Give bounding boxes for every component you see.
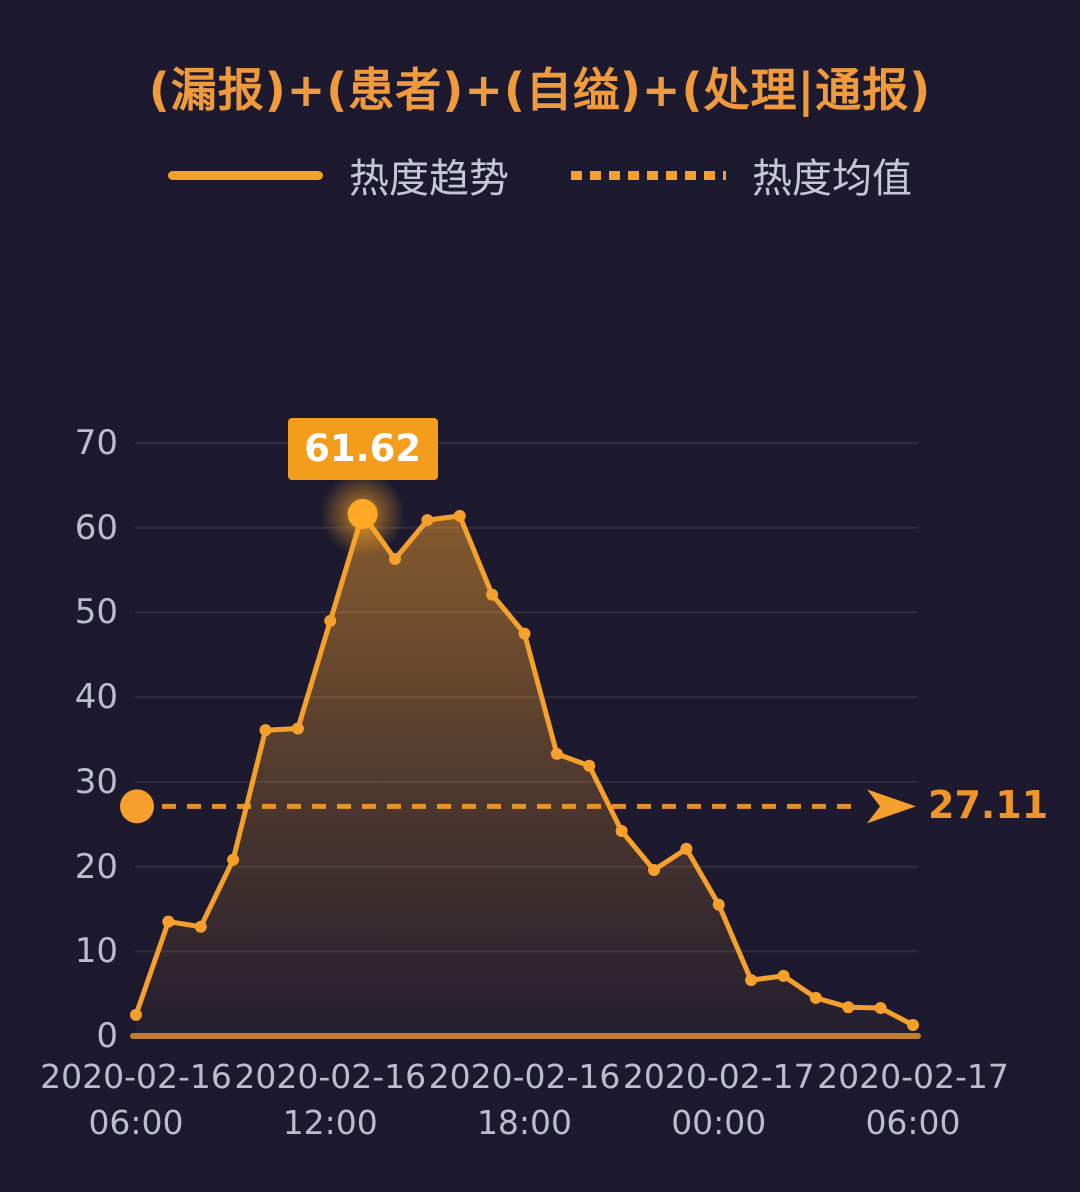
mean-dashed-line-swatch-icon [571,170,726,180]
x-tick-time: 06:00 [88,1103,184,1142]
x-tick-time: 18:00 [476,1103,573,1142]
data-point-marker[interactable] [518,627,531,640]
legend-label-mean: 热度均值 [752,156,912,202]
data-point-marker[interactable] [712,898,725,911]
x-tick-time: 00:00 [671,1103,767,1142]
data-point-marker[interactable] [680,842,693,855]
x-tick-label: 2020-02-17 00:00 [599,1054,839,1146]
legend-item-trend[interactable]: 热度趋势 [168,146,509,204]
x-tick-date: 2020-02-16 [40,1057,232,1096]
x-tick-date: 2020-02-17 [817,1057,1009,1096]
data-point-marker[interactable] [745,974,758,987]
peak-marker[interactable] [320,471,405,556]
data-point-marker[interactable] [421,514,434,527]
data-point-marker[interactable] [194,920,207,933]
y-tick-label: 30 [74,761,118,802]
data-point-marker[interactable] [777,969,790,982]
data-point-marker[interactable] [550,747,563,760]
data-point-marker[interactable] [842,1001,855,1014]
x-tick-date: 2020-02-17 [622,1057,815,1096]
y-tick-label: 20 [74,846,118,887]
x-tick-label: 2020-02-17 06:00 [793,1054,1033,1146]
data-point-marker[interactable] [583,759,596,772]
y-tick-label: 10 [74,931,118,972]
y-tick-label: 0 [96,1016,118,1056]
mean-start-dot-icon [120,789,154,824]
x-tick-label: 2020-02-16 06:00 [16,1054,256,1146]
data-point-marker[interactable] [648,863,660,876]
x-tick-date: 2020-02-16 [234,1057,427,1096]
y-tick-label: 60 [74,507,118,548]
data-point-marker[interactable] [453,509,466,522]
data-point-marker[interactable] [259,724,272,737]
data-point-markers [130,507,919,1031]
data-point-marker[interactable] [615,824,628,837]
data-point-marker[interactable] [907,1018,919,1031]
data-point-marker[interactable] [291,722,304,735]
data-point-marker[interactable] [162,915,175,928]
chart-title: (漏报)+(患者)+(自缢)+(处理|通报) [148,63,932,117]
legend-item-mean[interactable]: 热度均值 [571,146,912,204]
mean-value-label: 27.11 [928,783,1049,828]
mean-reference-line [120,789,916,824]
mean-arrow-icon [867,789,916,824]
legend: 热度趋势 热度均值 [0,146,1080,204]
x-tick-label: 2020-02-16 18:00 [405,1054,645,1146]
max-value-label: 61.62 [287,417,438,480]
data-point-marker[interactable] [809,991,822,1004]
y-tick-label: 40 [74,677,118,718]
y-tick-label: 50 [74,592,118,633]
y-tick-label: 70 [74,423,118,463]
data-point-marker[interactable] [130,1008,142,1021]
x-tick-date: 2020-02-16 [428,1057,621,1096]
trend-solid-line-swatch-icon [168,170,323,180]
data-point-marker[interactable] [389,553,401,566]
x-tick-time: 06:00 [865,1103,961,1142]
x-tick-time: 12:00 [282,1103,378,1142]
data-point-marker[interactable] [227,853,240,866]
x-tick-label: 2020-02-16 12:00 [210,1054,450,1146]
legend-label-trend: 热度趋势 [349,156,509,202]
data-point-marker[interactable] [874,1002,887,1015]
data-point-marker[interactable] [486,588,499,601]
data-point-marker[interactable] [324,614,337,627]
